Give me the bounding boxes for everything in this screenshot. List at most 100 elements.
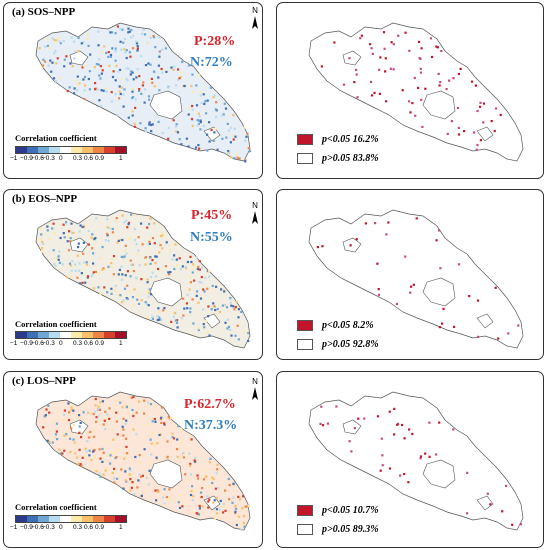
panel-a-correlation-map: (a) SOS–NPP P:28% N:72% N Correlation co…	[3, 2, 263, 179]
panel-label: (a) SOS–NPP	[12, 6, 76, 18]
colorbar-tick-label: −0.6	[31, 524, 44, 531]
colorbar-tick-label: −0.9	[20, 155, 33, 162]
colorbar-swatch	[16, 516, 27, 522]
colorbar-tick-label: −1	[10, 155, 18, 162]
colorbar-tick-label: 0	[59, 155, 63, 162]
panel-label: (c) LOS–NPP	[12, 375, 76, 387]
colorbar	[15, 515, 127, 523]
legend-label: p<0.05 8.2%	[322, 320, 374, 331]
positive-percentage: P:62.7%	[184, 397, 236, 412]
north-arrow-icon: N	[248, 6, 262, 31]
colorbar-tick-label: −1	[10, 340, 18, 347]
region-map	[35, 209, 251, 349]
legend-label: p>0.05 83.8%	[322, 153, 379, 164]
legend-label: p>0.05 92.8%	[322, 339, 379, 350]
colorbar-tick-label: 0.9	[95, 524, 105, 531]
colorbar-swatch	[93, 516, 104, 522]
significant-swatch	[297, 320, 313, 331]
legend-significant: p<0.05 8.2%	[297, 320, 374, 331]
colorbar-swatch	[82, 516, 93, 522]
colorbar-title: Correlation coefficient	[15, 502, 97, 512]
colorbar-tick-label: 1	[119, 524, 123, 531]
significant-swatch	[297, 134, 313, 145]
colorbar-swatch	[82, 147, 93, 153]
legend-significant: p<0.05 10.7%	[297, 505, 379, 516]
colorbar-swatch	[93, 332, 104, 338]
colorbar-tick-label: −0.9	[20, 340, 33, 347]
colorbar-title: Correlation coefficient	[15, 319, 97, 329]
colorbar-tick-label: −0.3	[42, 524, 55, 531]
colorbar-swatch	[93, 147, 104, 153]
negative-percentage: N:72%	[190, 55, 233, 70]
colorbar-swatch	[16, 332, 27, 338]
colorbar	[15, 146, 127, 154]
colorbar-ticks: −1 −0.9 −0.6 −0.3 0 0.3 0.6 0.9 1	[9, 340, 129, 350]
positive-percentage: P:28%	[194, 34, 236, 49]
colorbar-swatch	[16, 147, 27, 153]
colorbar-swatch	[60, 147, 71, 153]
colorbar-swatch	[82, 332, 93, 338]
colorbar-tick-label: 1	[119, 155, 123, 162]
colorbar-tick-label: 0.3	[73, 524, 83, 531]
colorbar	[15, 331, 127, 339]
north-arrow-icon: N	[248, 377, 262, 402]
colorbar-tick-label: −0.6	[31, 340, 44, 347]
legend-not-significant: p>0.05 83.8%	[297, 153, 379, 164]
negative-percentage: N:55%	[190, 230, 233, 245]
region-map	[308, 391, 524, 531]
not-significant-swatch	[297, 524, 313, 535]
legend-label: p>0.05 89.3%	[322, 524, 379, 535]
colorbar-swatch	[38, 332, 49, 338]
panel-b-significance-map: p<0.05 8.2% p>0.05 92.8%	[276, 189, 544, 360]
colorbar-tick-label: 0.3	[73, 340, 83, 347]
region-map	[308, 209, 524, 349]
colorbar-tick-label: 0.9	[95, 155, 105, 162]
panel-c-significance-map: p<0.05 10.7% p>0.05 89.3%	[276, 371, 544, 548]
significant-swatch	[297, 505, 313, 516]
colorbar-tick-label: 1	[119, 340, 123, 347]
colorbar-swatch	[104, 516, 115, 522]
colorbar-tick-label: −0.6	[31, 155, 44, 162]
colorbar-swatch	[49, 516, 60, 522]
colorbar-tick-label: −0.3	[42, 340, 55, 347]
colorbar-swatch	[60, 516, 71, 522]
not-significant-swatch	[297, 153, 313, 164]
colorbar-tick-label: 0	[59, 524, 63, 531]
panel-a-significance-map: p<0.05 16.2% p>0.05 83.8%	[276, 2, 544, 179]
colorbar-swatch	[71, 516, 82, 522]
legend-significant: p<0.05 16.2%	[297, 134, 379, 145]
colorbar-swatch	[115, 332, 126, 338]
colorbar-tick-label: 0.6	[84, 155, 94, 162]
region-map	[35, 391, 251, 531]
not-significant-swatch	[297, 339, 313, 350]
colorbar-tick-label: 0.3	[73, 155, 83, 162]
colorbar-tick-label: 0	[59, 340, 63, 347]
colorbar-swatch	[115, 147, 126, 153]
colorbar-tick-label: −0.9	[20, 524, 33, 531]
region-map	[35, 22, 252, 163]
colorbar-swatch	[49, 332, 60, 338]
colorbar-swatch	[60, 332, 71, 338]
colorbar-swatch	[27, 516, 38, 522]
negative-percentage: N:37.3%	[184, 418, 238, 433]
panel-c-correlation-map: (c) LOS–NPP P:62.7% N:37.3% N Correlatio…	[3, 371, 263, 548]
legend-not-significant: p>0.05 89.3%	[297, 524, 379, 535]
colorbar-swatch	[104, 147, 115, 153]
colorbar-swatch	[49, 147, 60, 153]
colorbar-swatch	[38, 516, 49, 522]
colorbar-swatch	[27, 332, 38, 338]
colorbar-swatch	[71, 147, 82, 153]
colorbar-swatch	[104, 332, 115, 338]
colorbar-swatch	[71, 332, 82, 338]
colorbar-tick-label: −0.3	[42, 155, 55, 162]
north-arrow-icon: N	[248, 201, 262, 226]
colorbar-tick-label: 0.6	[84, 524, 94, 531]
colorbar-swatch	[38, 147, 49, 153]
legend-label: p<0.05 10.7%	[322, 505, 379, 516]
colorbar-tick-label: 0.6	[84, 340, 94, 347]
legend-not-significant: p>0.05 92.8%	[297, 339, 379, 350]
colorbar-swatch	[115, 516, 126, 522]
region-map	[308, 22, 524, 162]
colorbar-ticks: −1 −0.9 −0.6 −0.3 0 0.3 0.6 0.9 1	[9, 155, 129, 165]
colorbar-tick-label: −1	[10, 524, 18, 531]
